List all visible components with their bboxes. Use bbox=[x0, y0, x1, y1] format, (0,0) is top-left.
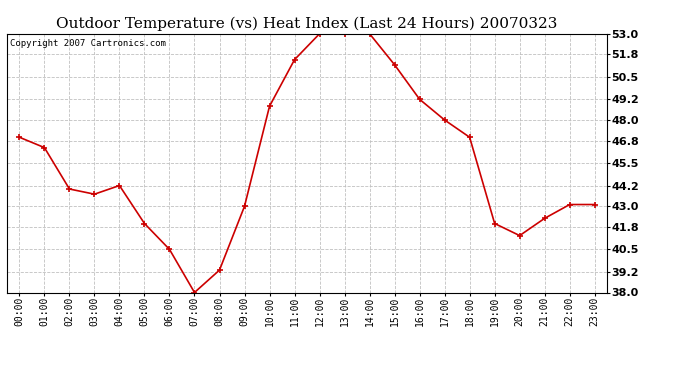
Title: Outdoor Temperature (vs) Heat Index (Last 24 Hours) 20070323: Outdoor Temperature (vs) Heat Index (Las… bbox=[57, 17, 558, 31]
Text: Copyright 2007 Cartronics.com: Copyright 2007 Cartronics.com bbox=[10, 39, 166, 48]
